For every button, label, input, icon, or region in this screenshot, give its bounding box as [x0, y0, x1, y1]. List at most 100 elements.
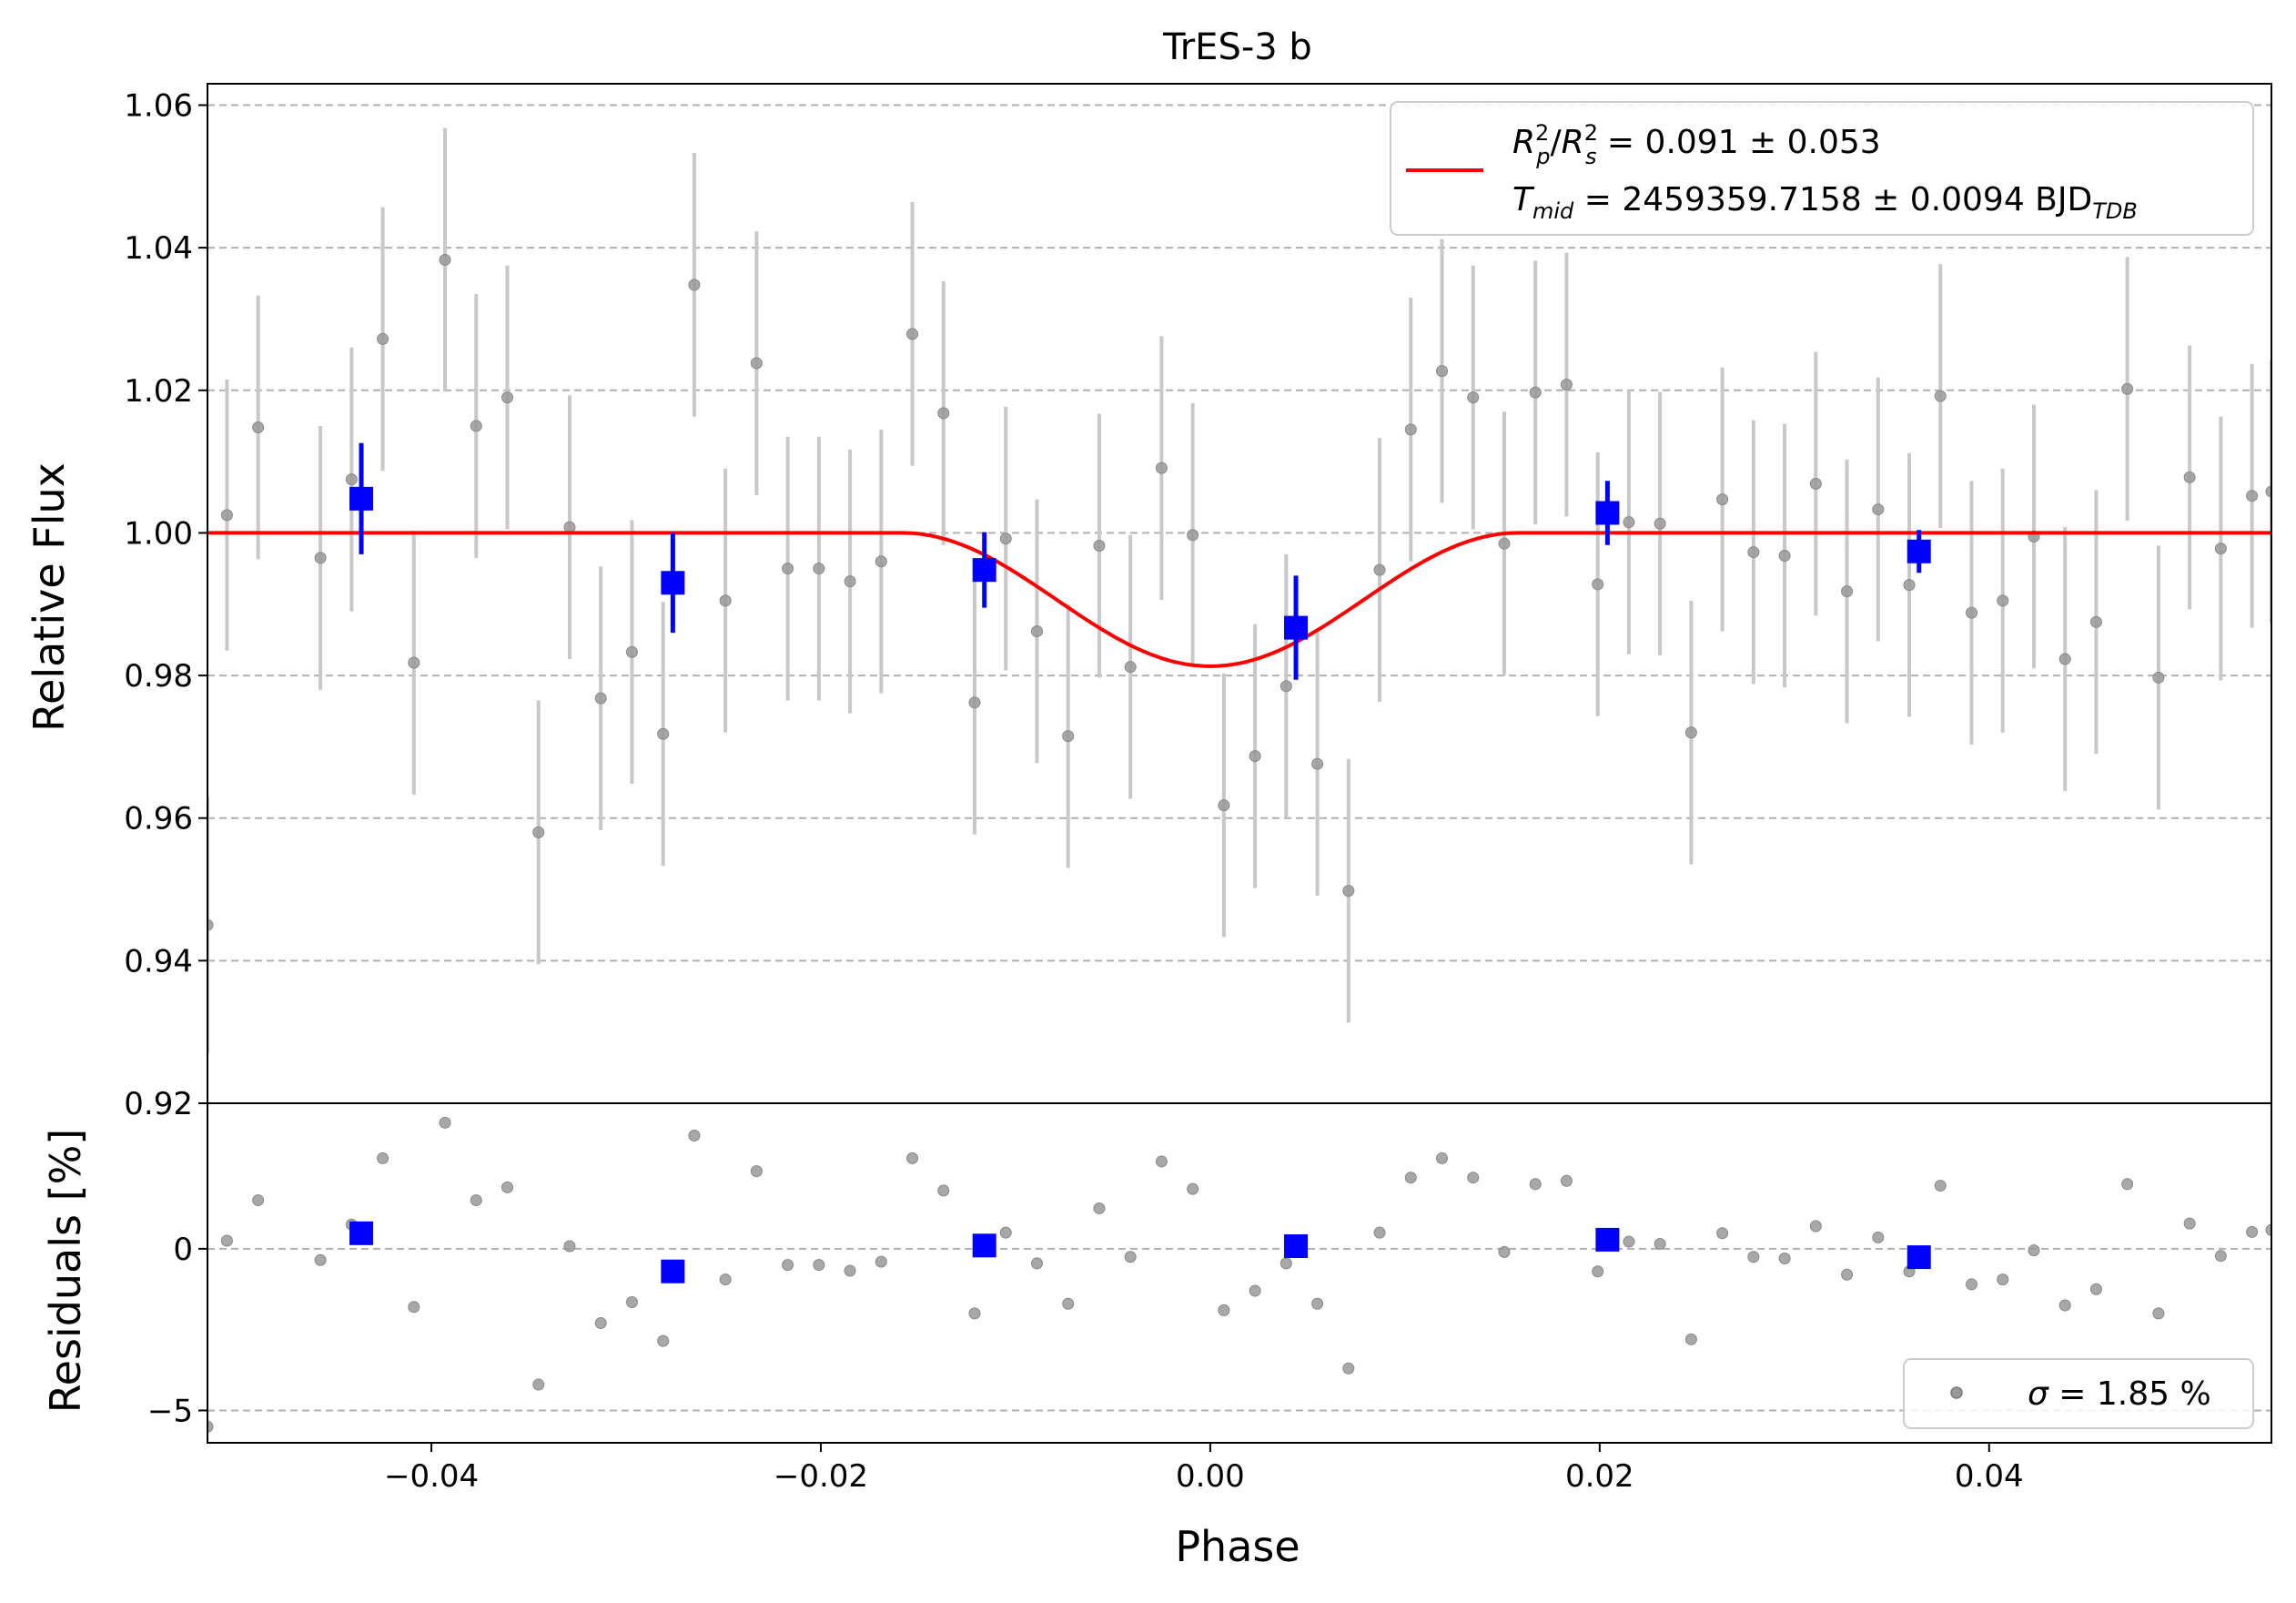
residual-raw-point	[314, 1253, 327, 1266]
raw-data-point	[2121, 382, 2134, 395]
main-legend-box	[1390, 101, 2254, 236]
residual-raw-point	[501, 1181, 514, 1193]
residual-plot-frame	[207, 1102, 2272, 1444]
residual-raw-point	[968, 1307, 981, 1320]
residual-legend-box	[1903, 1358, 2254, 1429]
raw-data-point	[2214, 543, 2227, 555]
residual-raw-point	[1716, 1227, 1729, 1240]
residual-raw-point	[1404, 1172, 1417, 1184]
residual-binned-point	[1284, 1234, 1309, 1259]
raw-data-point	[1249, 750, 1261, 763]
raw-data-point	[2183, 471, 2196, 483]
residual-raw-point	[1529, 1178, 1542, 1191]
residual-raw-point	[1436, 1152, 1449, 1164]
x-tick-label: 0.02	[1565, 1458, 1634, 1495]
residual-raw-point	[1030, 1257, 1043, 1270]
residual-raw-point	[1311, 1297, 1324, 1310]
raw-data-point	[2265, 485, 2271, 498]
raw-data-point	[2058, 653, 2071, 665]
raw-data-point	[1030, 625, 1043, 638]
raw-data-point	[750, 357, 763, 370]
main-binned-points	[349, 442, 1931, 680]
raw-data-point	[1311, 757, 1324, 770]
main-y-tick-label: 1.02	[124, 373, 193, 410]
raw-data-point	[207, 918, 214, 931]
residual-raw-point	[252, 1194, 265, 1207]
residual-raw-point	[1934, 1180, 1947, 1192]
residual-binned-point	[1907, 1245, 1931, 1270]
residual-raw-point	[2089, 1283, 2102, 1295]
raw-data-point	[1155, 462, 1168, 474]
residual-raw-point	[844, 1264, 856, 1277]
raw-data-point	[252, 421, 265, 434]
raw-data-point	[1623, 516, 1635, 529]
x-tick-label: 0.04	[1955, 1458, 2024, 1495]
raw-data-point	[1062, 730, 1075, 743]
residual-y-ticks: −5 0	[147, 1232, 207, 1429]
residual-raw-point	[625, 1295, 638, 1308]
residual-raw-point	[594, 1317, 607, 1330]
residual-raw-point	[1872, 1231, 1885, 1243]
residual-raw-points	[207, 1116, 2271, 1433]
residual-raw-point	[2265, 1223, 2271, 1236]
residual-raw-point	[2183, 1217, 2196, 1230]
raw-data-point	[594, 692, 607, 705]
model-curve	[207, 531, 2271, 668]
main-y-tick-label: 1.06	[124, 87, 193, 124]
raw-data-point	[688, 279, 701, 291]
raw-data-point	[844, 575, 856, 588]
x-tick-label: −0.04	[384, 1458, 479, 1495]
raw-data-point	[813, 563, 825, 575]
raw-data-point	[937, 407, 950, 420]
residual-raw-point	[999, 1226, 1012, 1239]
residual-plot-panel: −5 0 −0.04 −0.02 0.00 0.02 0.04	[147, 1102, 2272, 1495]
residual-raw-point	[1218, 1304, 1230, 1316]
raw-data-point	[470, 420, 482, 432]
residual-raw-point	[1373, 1226, 1386, 1239]
raw-data-point	[1841, 585, 1854, 598]
residual-raw-point	[937, 1184, 950, 1197]
raw-data-point	[906, 328, 919, 340]
binned-data-point	[1595, 501, 1620, 525]
residual-raw-point	[2058, 1299, 2071, 1312]
raw-data-point	[1467, 391, 1480, 404]
residual-raw-point	[750, 1165, 763, 1178]
raw-data-point	[1747, 546, 1760, 559]
raw-data-point	[1934, 390, 1947, 402]
legend-sigma-label: σ = 1.85 %	[2028, 1375, 2211, 1413]
binned-data-point	[661, 571, 685, 595]
residual-binned-points	[349, 1221, 1931, 1283]
residual-raw-point	[2121, 1178, 2134, 1191]
residual-raw-point	[408, 1301, 420, 1314]
residual-raw-point	[1187, 1182, 1199, 1195]
legend-depth-label: R2 p/R2 s = 0.091 ± 0.053	[1512, 120, 1881, 169]
main-y-tick-label: 0.92	[124, 1086, 193, 1122]
main-y-tick-label: 0.96	[124, 801, 193, 837]
residual-binned-point	[661, 1259, 685, 1283]
binned-data-point	[1907, 539, 1931, 563]
raw-data-point	[439, 253, 451, 266]
residual-raw-point	[688, 1130, 701, 1142]
residual-raw-point	[719, 1273, 732, 1286]
residual-raw-point	[1684, 1333, 1697, 1345]
main-y-ticks: 0.92 0.94 0.96 0.98 1.00 1.02 1.04 1.06	[124, 87, 207, 1122]
residual-raw-point	[1342, 1362, 1355, 1375]
residual-raw-point	[2152, 1307, 2165, 1320]
residual-raw-point	[220, 1234, 233, 1247]
residual-raw-point	[782, 1259, 794, 1272]
raw-data-point	[2152, 671, 2165, 684]
raw-data-point	[345, 473, 358, 486]
binned-data-point	[972, 558, 996, 583]
residual-raw-point	[2028, 1244, 2040, 1257]
main-plot-panel: 0.92 0.94 0.96 0.98 1.00 1.02 1.04 1.06	[124, 83, 2272, 1122]
residual-raw-point	[875, 1255, 887, 1268]
main-y-tick-label: 1.04	[124, 230, 193, 267]
main-y-tick-label: 0.98	[124, 658, 193, 695]
residual-raw-point	[1560, 1174, 1573, 1187]
residual-raw-point	[1747, 1251, 1760, 1263]
raw-data-point	[999, 533, 1012, 545]
residual-raw-point	[1841, 1268, 1854, 1281]
legend-residual-marker	[1950, 1386, 1963, 1399]
raw-data-point	[1436, 365, 1449, 378]
